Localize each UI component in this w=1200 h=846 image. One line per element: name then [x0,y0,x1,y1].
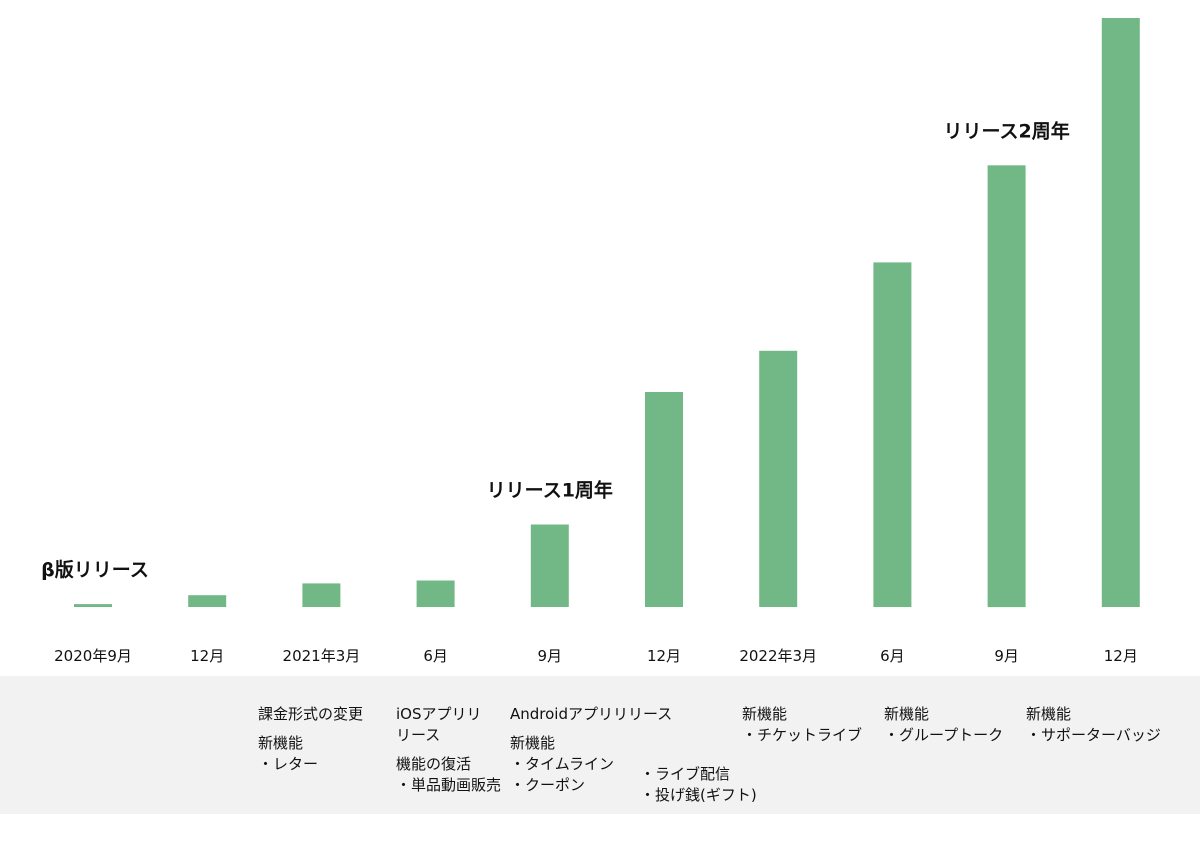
note-line: iOSアプリリ [396,705,482,723]
feature-notes-panel: 課金形式の変更 新機能 ・レター iOSアプリリ リース 機能の復活 ・単品動画… [0,676,1200,814]
x-tick-label: 9月 [538,647,563,665]
note-line: 新機能 [1026,705,1072,723]
bar-3 [416,580,455,607]
bars-group [74,18,1140,608]
note-line: 新機能 [258,734,304,752]
note-line: 課金形式の変更 [258,705,364,723]
x-tick-label: 2020年9月 [54,647,132,665]
note-line: ・単品動画販売 [396,776,502,794]
bar-4 [530,524,569,607]
x-tick-label: 6月 [880,647,905,665]
note-2022-sep: 新機能 ・サポーターバッジ [1026,704,1161,746]
note-2021-jun: iOSアプリリ リース 機能の復活 ・単品動画販売 [396,704,501,796]
note-line: ・タイムライン [510,755,614,773]
bar-6 [759,350,798,607]
note-line: ・クーポン [510,776,586,794]
note-2021-dec: ・ライブ配信 ・投げ銭(ギフト) [640,764,757,806]
milestone-label: β版リリース [41,558,149,581]
bar-5 [645,392,683,607]
note-line: 新機能 [510,734,556,752]
x-tick-label: 2022年3月 [739,647,817,665]
note-2022-jun: 新機能 ・グループトーク [884,704,1003,746]
milestone-label: リリース1周年 [487,479,613,502]
note-line: ・レター [258,755,319,773]
note-line: 新機能 [742,705,788,723]
note-2021-mar: 課金形式の変更 新機能 ・レター [258,704,363,775]
x-tick-label: 12月 [1104,647,1138,665]
bar-2 [302,583,341,607]
x-tick-label: 6月 [423,647,448,665]
note-line: 機能の復活 [396,755,472,773]
note-line: リース [396,726,441,744]
x-tick-label: 12月 [647,647,681,665]
x-tick-label: 9月 [994,647,1019,665]
note-line: ・サポーターバッジ [1026,726,1161,744]
x-tick-labels: 2020年9月 12月 2021年3月 6月 9月 12月 2022年3月 6月 9月 12月 [54,647,1138,665]
milestone-label: リリース2周年 [943,119,1069,142]
milestone-annotations: β版リリース リリース1周年 リリース2周年 [41,119,1070,581]
bar-chart: 2020年9月 12月 2021年3月 6月 9月 12月 2022年3月 6月 9月 12月 β… [41,18,1140,665]
bar-7 [873,262,912,607]
bar-8 [987,165,1026,608]
note-line: ・チケットライブ [742,726,863,744]
note-line: ・ライブ配信 [640,765,731,783]
bar-0 [74,604,112,607]
note-2022-mar: 新機能 ・チケットライブ [742,704,862,746]
note-line: Androidアプリリリース [510,705,673,723]
bar-9 [1101,18,1140,607]
bar-1 [188,595,227,607]
note-line: ・グループトーク [884,726,1004,744]
x-tick-label: 12月 [190,647,224,665]
note-2021-sep: Androidアプリリリース 新機能 ・タイムライン ・クーポン [510,704,672,796]
x-tick-label: 2021年3月 [283,647,361,665]
note-line: 新機能 [884,705,930,723]
note-line: ・投げ銭(ギフト) [640,786,757,804]
